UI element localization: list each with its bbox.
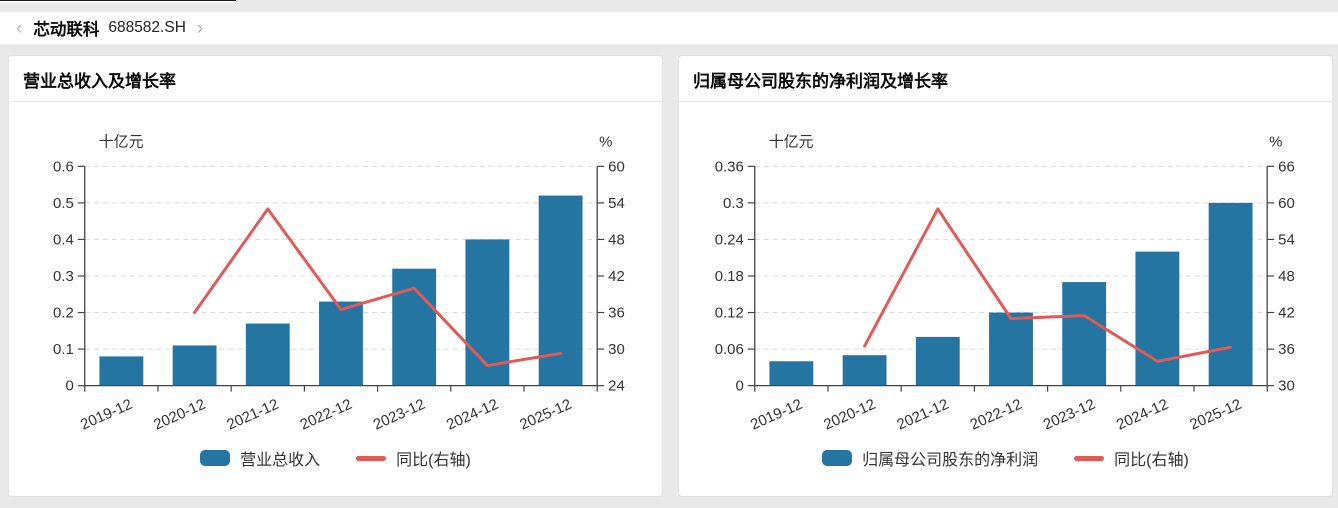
svg-text:2025-12: 2025-12 (517, 396, 574, 434)
svg-text:2020-12: 2020-12 (821, 396, 878, 434)
svg-text:2024-12: 2024-12 (444, 396, 501, 434)
svg-text:0.5: 0.5 (53, 195, 74, 212)
svg-text:48: 48 (608, 231, 625, 248)
svg-text:2025-12: 2025-12 (1187, 396, 1244, 434)
svg-text:36: 36 (1278, 341, 1295, 358)
svg-text:2021-12: 2021-12 (894, 396, 951, 434)
svg-text:0.12: 0.12 (715, 305, 744, 322)
legend-item-yoy[interactable]: 同比(右轴) (1074, 446, 1189, 470)
line-swatch-icon (356, 455, 387, 461)
legend-item-yoy[interactable]: 同比(右轴) (356, 446, 471, 470)
stock-code: 688582.SH (108, 19, 186, 36)
bar-swatch-icon (822, 450, 853, 466)
stock-header: ‹ 芯动联科 688582.SH › (0, 12, 1338, 45)
revenue-panel: 营业总收入及增长率 0 0.1 0.2 0.3 0.4 0.5 0.6 24 30 36 42 48 5… (8, 55, 663, 497)
svg-text:2019-12: 2019-12 (78, 396, 135, 434)
svg-text:2022-12: 2022-12 (968, 396, 1025, 434)
legend-label-yoy: 同比(右轴) (396, 452, 471, 469)
legend-label-yoy: 同比(右轴) (1114, 452, 1189, 469)
svg-text:十亿元: 十亿元 (99, 133, 144, 150)
svg-text:2023-12: 2023-12 (1041, 396, 1098, 434)
svg-text:60: 60 (608, 158, 625, 175)
revenue-chart-title: 营业总收入及增长率 (9, 56, 662, 102)
svg-text:0.2: 0.2 (53, 305, 74, 322)
svg-text:36: 36 (608, 305, 625, 322)
svg-text:2022-12: 2022-12 (298, 396, 355, 434)
charts-row: 营业总收入及增长率 0 0.1 0.2 0.3 0.4 0.5 0.6 24 30 36 42 48 5… (8, 55, 1333, 497)
svg-text:2019-12: 2019-12 (748, 396, 805, 434)
svg-text:2023-12: 2023-12 (371, 396, 428, 434)
svg-text:%: % (599, 133, 612, 150)
svg-text:2024-12: 2024-12 (1114, 396, 1171, 434)
svg-text:24: 24 (608, 378, 625, 395)
svg-text:0.3: 0.3 (723, 195, 744, 212)
svg-text:0.3: 0.3 (53, 268, 74, 285)
svg-text:%: % (1269, 133, 1282, 150)
svg-text:2021-12: 2021-12 (224, 396, 281, 434)
net-profit-chart-canvas[interactable]: 0 0.06 0.12 0.18 0.24 0.3 0.36 30 36 42 48 54 60 66 十亿… (679, 102, 1332, 442)
svg-text:2020-12: 2020-12 (151, 396, 208, 434)
legend-item-net-profit[interactable]: 归属母公司股东的净利润 (822, 446, 1038, 470)
svg-text:0.18: 0.18 (715, 268, 744, 285)
svg-text:十亿元: 十亿元 (769, 133, 814, 150)
svg-text:30: 30 (1278, 378, 1295, 395)
bar-swatch-icon (200, 450, 231, 466)
svg-text:0.1: 0.1 (53, 341, 74, 358)
revenue-chart-canvas[interactable]: 0 0.1 0.2 0.3 0.4 0.5 0.6 24 30 36 42 48 54 60 十亿元 % 201… (9, 102, 662, 442)
svg-text:54: 54 (1278, 231, 1295, 248)
revenue-legend: 营业总收入 同比(右轴) (9, 446, 662, 470)
svg-text:0: 0 (735, 378, 743, 395)
next-stock-chevron-icon[interactable]: › (196, 17, 204, 39)
net-profit-chart-title: 归属母公司股东的净利润及增长率 (679, 56, 1332, 102)
svg-text:0.6: 0.6 (53, 158, 74, 175)
net-profit-panel: 归属母公司股东的净利润及增长率 0 0.06 0.12 0.18 0.24 0.3 0.36… (678, 55, 1333, 497)
svg-text:48: 48 (1278, 268, 1295, 285)
svg-text:60: 60 (1278, 195, 1295, 212)
svg-text:54: 54 (608, 195, 625, 212)
svg-text:66: 66 (1278, 158, 1295, 175)
legend-item-revenue[interactable]: 营业总收入 (200, 446, 320, 470)
net-profit-legend: 归属母公司股东的净利润 同比(右轴) (679, 446, 1332, 470)
svg-text:42: 42 (608, 268, 625, 285)
prev-stock-chevron-icon[interactable]: ‹ (16, 17, 23, 39)
stock-name: 芯动联科 (33, 21, 100, 39)
svg-text:30: 30 (608, 341, 625, 358)
svg-text:0.4: 0.4 (53, 231, 74, 248)
svg-text:0.06: 0.06 (715, 341, 744, 358)
legend-label-net-profit: 归属母公司股东的净利润 (862, 452, 1039, 469)
svg-text:42: 42 (1278, 305, 1295, 322)
svg-text:0.24: 0.24 (715, 231, 744, 248)
svg-text:0.36: 0.36 (715, 158, 744, 175)
top-edge-artifact (0, 0, 236, 3)
line-swatch-icon (1074, 455, 1105, 461)
svg-text:0: 0 (65, 378, 73, 395)
legend-label-revenue: 营业总收入 (240, 452, 321, 469)
